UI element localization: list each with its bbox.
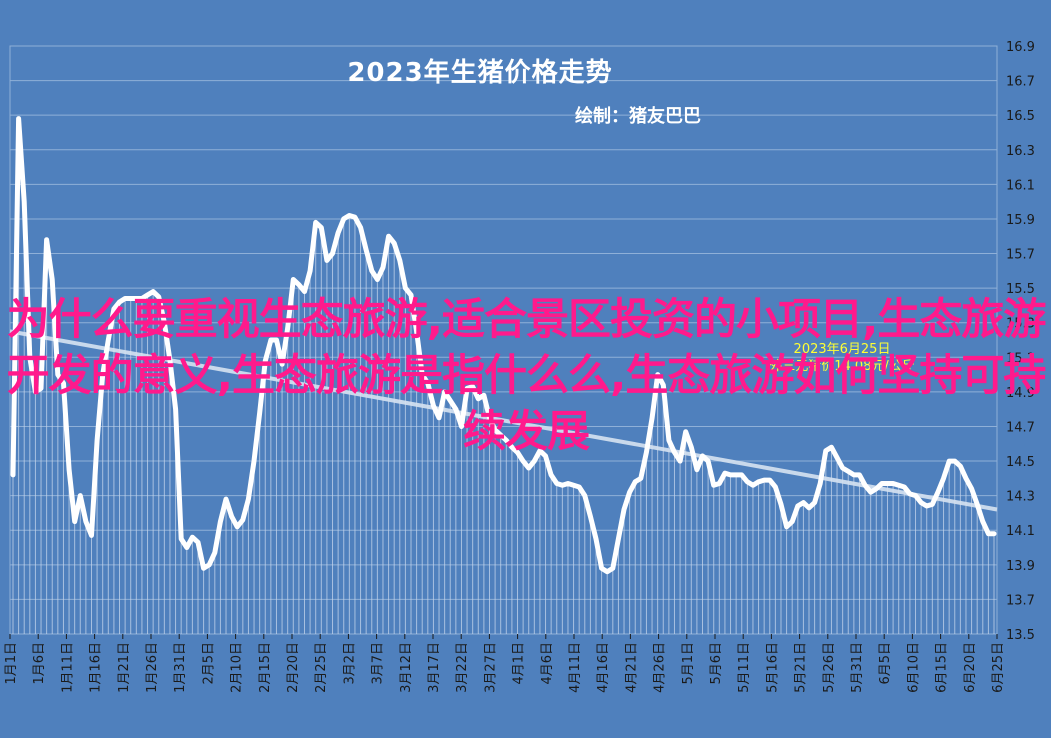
x-tick-label: 5月31日	[850, 642, 865, 693]
trend-layer	[9, 329, 998, 512]
x-tick-label: 5月11日	[737, 642, 752, 693]
x-tick-label: 1月21日	[117, 642, 132, 693]
y-tick-label: 16.7	[1006, 75, 1035, 90]
x-tick-label: 4月21日	[624, 642, 639, 693]
x-tick-label: 1月26日	[145, 642, 160, 693]
y-tick-label: 15.9	[1006, 213, 1035, 228]
annotation-date: 2023年6月25日	[793, 342, 891, 357]
x-tick-label: 4月16日	[596, 642, 611, 693]
x-tick-label: 3月27日	[483, 642, 498, 693]
y-tick-label: 16.5	[1006, 109, 1035, 124]
x-tick-label: 1月11日	[60, 642, 75, 693]
price-annotation: 2023年6月25日 外三元猪价14.08元/公斤	[742, 341, 942, 375]
x-tick-label: 3月17日	[427, 642, 442, 693]
overlay-headline: 为什么要重视生态旅游,适合景区投资的小项目,生态旅游开发的意义,生态旅游是指什么…	[6, 295, 1047, 457]
x-tick-label: 5月21日	[794, 642, 809, 693]
trend-line	[9, 329, 998, 512]
x-tick-label: 1月31日	[173, 642, 188, 693]
x-tick-label: 4月11日	[568, 642, 583, 693]
y-tick-label: 13.7	[1006, 593, 1035, 608]
line-layer	[10, 116, 997, 575]
y-tick-label: 13.5	[1006, 628, 1035, 643]
y-tick-label: 14.5	[1006, 455, 1035, 470]
y-tick-label: 14.1	[1006, 524, 1035, 539]
y-tick-label: 16.3	[1006, 144, 1035, 159]
x-tick-label: 3月12日	[399, 642, 414, 693]
x-tick-label: 6月5日	[878, 642, 893, 685]
y-tick-label: 14.7	[1006, 420, 1035, 435]
x-tick-label: 3月22日	[455, 642, 470, 693]
x-tick-label: 2月15日	[258, 642, 273, 693]
y-tick-label: 16.1	[1006, 178, 1035, 193]
x-tick-label: 2月25日	[314, 642, 329, 693]
x-tick-label: 2月5日	[201, 642, 216, 685]
y-tick-label: 15.5	[1006, 282, 1035, 297]
x-tick-label: 2月20日	[286, 642, 301, 693]
x-tick-label: 4月26日	[653, 642, 668, 693]
x-tick-label: 2月10日	[230, 642, 245, 693]
x-tick-label: 3月2日	[342, 642, 357, 685]
y-tick-label: 14.3	[1006, 490, 1035, 505]
x-tick-label: 5月1日	[681, 642, 696, 685]
x-tick-label: 6月25日	[991, 642, 1006, 693]
x-tick-label: 6月10日	[906, 642, 921, 693]
axis-layer: 16.9 16.7 16.5 16.3 16.1 15.9 15.7 15.5 15.3 15.1…	[4, 40, 1035, 693]
x-tick-label: 1月1日	[4, 642, 19, 685]
y-tick-label: 13.9	[1006, 559, 1035, 574]
x-tick-label: 3月7日	[371, 642, 386, 685]
y-tick-label: 15.7	[1006, 248, 1035, 263]
x-tick-label: 1月6日	[32, 642, 47, 685]
annotation-price: 外三元猪价14.08元/公斤	[769, 359, 915, 374]
x-tick-label: 4月1日	[512, 642, 527, 685]
y-tick-label: 14.9	[1006, 386, 1035, 401]
y-tick-label: 15.3	[1006, 317, 1035, 332]
chart-title: 2023年生猪价格走势	[347, 58, 613, 88]
x-tick-label: 5月6日	[709, 642, 724, 685]
bar-layer	[12, 118, 995, 634]
x-tick-label: 5月16日	[765, 642, 780, 693]
price-line	[10, 116, 997, 575]
x-tick-label: 6月20日	[963, 642, 978, 693]
x-tick-label: 4月6日	[540, 642, 555, 685]
y-tick-label: 15.1	[1006, 351, 1035, 366]
x-tick-label: 1月16日	[89, 642, 104, 693]
x-tick-label: 5月26日	[822, 642, 837, 693]
y-tick-label: 16.9	[1006, 40, 1035, 55]
chart-subtitle: 绘制：猪友巴巴	[575, 106, 701, 127]
x-tick-label: 6月15日	[935, 642, 950, 693]
